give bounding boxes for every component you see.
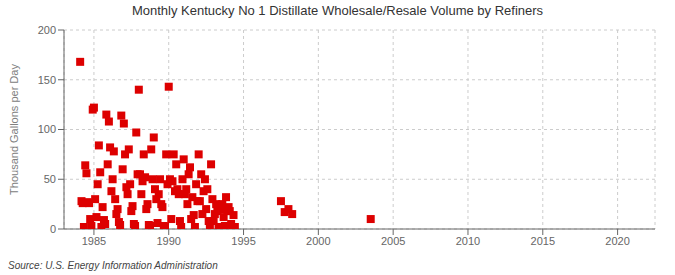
svg-text:2010: 2010 (456, 235, 480, 247)
svg-text:150: 150 (38, 74, 56, 86)
svg-text:2015: 2015 (531, 235, 555, 247)
html-text:Source: U.S. Energy Informatio: Source: U.S. Energy Information Administ… (8, 260, 218, 271)
svg-text:1990: 1990 (156, 235, 180, 247)
svg-text:200: 200 (38, 24, 56, 36)
svg-text:2005: 2005 (381, 235, 405, 247)
html-text:Monthly Kentucky No 1 Distilla: Monthly Kentucky No 1 Distillate Wholesa… (131, 3, 544, 18)
svg-text:1985: 1985 (82, 235, 106, 247)
svg-text:Thousand Gallons per Day: Thousand Gallons per Day (8, 64, 20, 195)
svg-text:2000: 2000 (306, 235, 330, 247)
svg-text:0: 0 (50, 223, 56, 235)
svg-text:2020: 2020 (605, 235, 629, 247)
svg-text:50: 50 (44, 173, 56, 185)
svg-text:1995: 1995 (231, 235, 255, 247)
svg-text:100: 100 (38, 123, 56, 135)
